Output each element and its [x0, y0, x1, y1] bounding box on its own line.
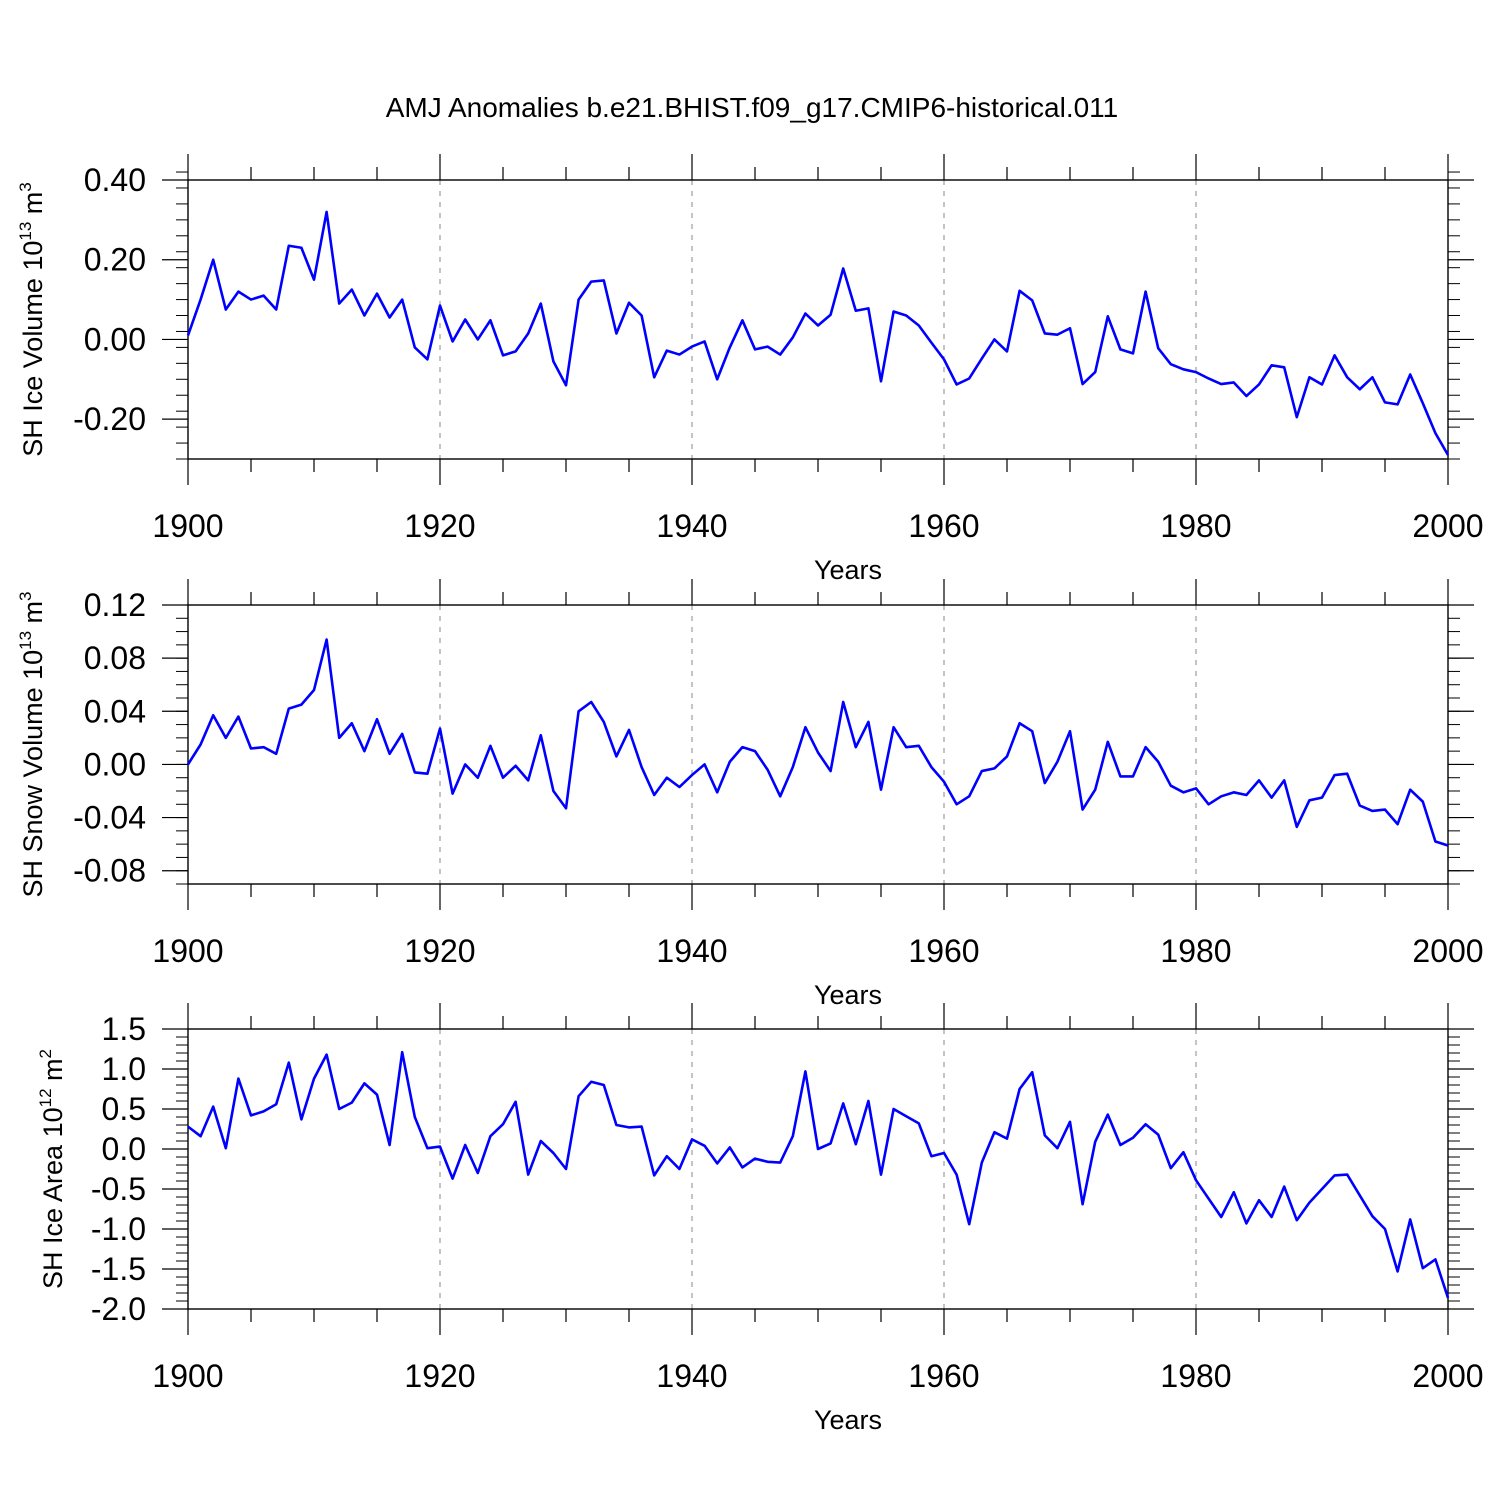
x-tick-label: 2000 — [1412, 508, 1483, 544]
y-tick-label: 0.20 — [84, 242, 146, 278]
y-axis-label-text: SH Snow Volume 10 — [18, 650, 48, 898]
y-axis-label-unit-exponent: 3 — [16, 591, 35, 600]
y-axis-label: SH Snow Volume 1013 m3 — [16, 591, 48, 897]
figure-title: AMJ Anomalies b.e21.BHIST.f09_g17.CMIP6-… — [386, 92, 1119, 123]
chart-panels: 1900 1920 1940 1960 1980 2000 Years -0.20 0.00 0.… — [16, 154, 1484, 1435]
x-tick-label: 1920 — [404, 1358, 475, 1394]
chart-panel-2: 1900 1920 1940 1960 1980 2000 Years -0.08 -0.04 0… — [16, 579, 1484, 1010]
y-tick-label: 0.5 — [102, 1091, 146, 1127]
y-axis-label-unit-exponent: 3 — [16, 182, 35, 191]
y-tick-label: 1.0 — [102, 1051, 146, 1087]
x-tick-label: 1920 — [404, 508, 475, 544]
y-tick-label: 0.00 — [84, 746, 146, 782]
x-tick-label: 1960 — [908, 508, 979, 544]
x-tick-label: 1940 — [656, 508, 727, 544]
x-tick-label: 1980 — [1160, 933, 1231, 969]
x-tick-label: 1940 — [656, 1358, 727, 1394]
x-axis-label: Years — [814, 1405, 882, 1435]
y-tick-label: -0.5 — [91, 1171, 146, 1207]
y-tick-label: 0.04 — [84, 693, 146, 729]
x-tick-label: 1900 — [152, 508, 223, 544]
x-tick-label: 2000 — [1412, 1358, 1483, 1394]
series-line-1 — [187, 1050, 1450, 1299]
y-tick-label: 0.40 — [84, 162, 146, 198]
x-tick-label: 1920 — [404, 933, 475, 969]
y-tick-label: 0.08 — [84, 640, 146, 676]
x-tick-label: 2000 — [1412, 933, 1483, 969]
y-tick-label: -1.0 — [91, 1211, 146, 1247]
x-tick-label: 1980 — [1160, 508, 1231, 544]
y-axis-label-text: SH Ice Area 10 — [38, 1107, 68, 1289]
chart-panel-1: 1900 1920 1940 1960 1980 2000 Years -0.20 0.00 0.… — [16, 154, 1484, 585]
y-tick-label: 0.0 — [102, 1131, 146, 1167]
y-axis-label-exponent: 12 — [36, 1088, 55, 1107]
y-tick-label: -0.20 — [73, 401, 146, 437]
x-tick-label: 1900 — [152, 1358, 223, 1394]
y-tick-label: -0.08 — [73, 853, 146, 889]
y-tick-label: 0.00 — [84, 321, 146, 357]
y-axis-label-unit-exponent: 2 — [36, 1049, 55, 1058]
x-tick-label: 1980 — [1160, 1358, 1231, 1394]
y-tick-label: 0.12 — [84, 587, 146, 623]
y-tick-label: 1.5 — [102, 1011, 146, 1047]
x-tick-label: 1900 — [152, 933, 223, 969]
y-axis-label: SH Ice Area 1012 m2 — [36, 1049, 68, 1289]
y-axis-label-unit: m — [38, 1058, 68, 1088]
x-tick-label: 1960 — [908, 1358, 979, 1394]
y-axis-label-text: SH Ice Volume 10 — [18, 241, 48, 457]
y-tick-label: -1.5 — [91, 1251, 146, 1287]
x-axis-label: Years — [814, 980, 882, 1010]
series-line-1 — [186, 210, 1450, 456]
y-axis-label-unit: m — [18, 192, 48, 222]
y-axis-label-exponent: 13 — [16, 631, 35, 650]
series-line-1 — [186, 638, 1449, 847]
y-axis-label: SH Ice Volume 1013 m3 — [16, 182, 48, 457]
y-tick-label: -2.0 — [91, 1291, 146, 1327]
x-tick-label: 1940 — [656, 933, 727, 969]
x-tick-label: 1960 — [908, 933, 979, 969]
y-tick-label: -0.04 — [73, 800, 146, 836]
y-axis-label-exponent: 13 — [16, 222, 35, 241]
x-axis-label: Years — [814, 555, 882, 585]
y-axis-label-unit: m — [18, 601, 48, 631]
chart-panel-3: 1900 1920 1940 1960 1980 2000 Years -2.0 -1.5 -1.… — [36, 1003, 1484, 1435]
